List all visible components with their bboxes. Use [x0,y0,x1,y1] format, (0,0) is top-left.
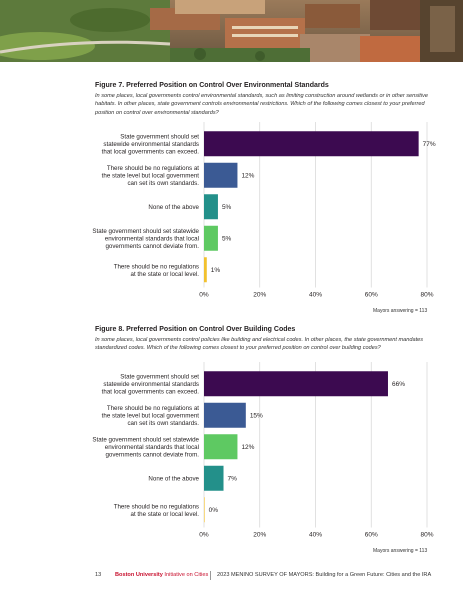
category-label: None of the above [148,204,199,211]
bar-value-label: 0% [209,507,219,514]
footer-organization: Boston University Initiative on Cities [115,572,208,578]
bar [204,402,246,428]
bar [204,257,207,283]
footer-running-title: 2023 MENINO SURVEY OF MAYORS: Building f… [217,572,432,578]
category-label-line: State government should set statewide [92,228,199,235]
x-tick-label: 40% [309,292,322,299]
bar [204,465,224,491]
category-label-line: governments cannot deviate from. [105,243,199,250]
bar [204,434,238,460]
category-label-line: at the state or local level. [131,271,200,278]
figure-8-title: Figure 8. Preferred Position on Control … [95,326,296,333]
bar-value-label: 12% [241,444,254,451]
header-city-photo [0,0,463,62]
x-tick-label: 80% [420,292,433,299]
bar-value-label: 15% [250,413,263,420]
category-label: There should be no regulations at the sta… [114,263,200,278]
x-tick-label: 0% [199,292,209,299]
category-label-line: can set its own standards. [127,420,199,427]
figure-8-intro: In some places, local governments contro… [95,337,424,352]
bar-value-label: 1% [211,267,221,274]
x-tick-label: 60% [365,532,378,539]
footer-divider [210,571,211,580]
figure-7-chart: 0% 20% 40% 60% 80% 77% State government should… [92,122,436,299]
bar-value-label: 5% [222,204,232,211]
category-label: There should be no regulations at the sta… [102,165,200,187]
bar-value-label: 7% [228,476,238,483]
x-tick-label: 20% [253,532,266,539]
category-label-line: can set its own standards. [127,180,199,187]
category-label: State government should set statewide env… [102,133,200,155]
page-footer: 13 Boston University Initiative on Citie… [0,569,463,584]
bar [204,131,419,157]
figure-7-title: Figure 7. Preferred Position on Control … [95,82,329,89]
x-tick-label: 60% [365,292,378,299]
category-label: State government should set statewide env… [92,436,199,458]
bar [204,162,238,188]
footer-org-bold: Boston University [115,572,163,578]
category-label: There should be no regulations at the sta… [114,503,200,518]
category-label-line: There should be no regulations [114,263,199,270]
category-label-line: State government should set [120,133,199,140]
x-tick-label: 0% [199,532,209,539]
figure-7-intro: In some places, local governments contro… [95,93,428,116]
category-label-line: None of the above [148,476,199,483]
category-label-line: There should be no regulations at [107,405,199,412]
page-number: 13 [95,572,102,578]
figure-7-sample-size: Mayors answering = 113 [373,308,428,314]
category-label-line: statewide environmental standards [103,141,199,148]
figure-8-sample-size: Mayors answering = 113 [373,548,428,554]
bar [204,194,218,220]
bar-value-label: 66% [392,381,405,388]
category-label-line: There should be no regulations at [107,165,199,172]
category-label-line: None of the above [148,204,199,211]
category-label-line: the state level but local government [102,413,200,420]
category-label: State government should set statewide env… [92,228,199,250]
bar-value-label: 5% [222,236,232,243]
category-label-line: that local governments can exceed. [102,389,200,396]
category-label-line: State government should set statewide [92,436,199,443]
category-label-line: There should be no regulations [114,503,199,510]
x-tick-label: 40% [309,532,322,539]
category-label-line: at the state or local level. [131,511,200,518]
category-label: State government should set statewide env… [102,373,200,395]
bar [204,225,218,251]
category-label: None of the above [148,476,199,483]
figure-8-chart: 0% 20% 40% 60% 80% 66% State government should… [92,362,434,539]
x-tick-label: 80% [420,532,433,539]
category-label-line: the state level but local government [102,173,200,180]
bar-value-label: 12% [241,173,254,180]
bar-value-label: 77% [423,141,436,148]
category-label-line: environmental standards that local [105,236,199,243]
x-tick-label: 20% [253,292,266,299]
category-label-line: environmental standards that local [105,444,199,451]
footer-org-rest: Initiative on Cities [162,572,209,578]
category-label: There should be no regulations at the sta… [102,405,200,427]
bar [204,371,388,397]
bar [204,497,205,523]
category-label-line: statewide environmental standards [103,381,199,388]
category-label-line: that local governments can exceed. [102,149,200,156]
category-label-line: State government should set [120,373,199,380]
category-label-line: governments cannot deviate from. [105,452,199,459]
